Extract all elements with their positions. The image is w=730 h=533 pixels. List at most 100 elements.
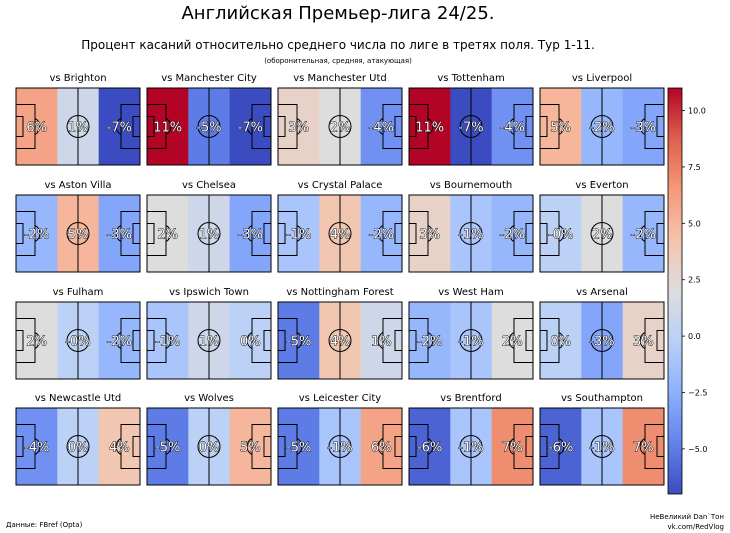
panel-title: vs Manchester Utd: [293, 73, 387, 84]
center-circle: [459, 435, 483, 458]
pitch-panel: vs Crystal Palace -1% 4% -2%: [277, 180, 403, 273]
six-yard-box-left: [539, 436, 548, 457]
penalty-arc-right: [639, 118, 646, 135]
six-yard-box-right: [656, 116, 665, 137]
six-yard-box-right: [132, 116, 141, 137]
pitch-panel: vs Manchester Utd 3% 2% -4%: [277, 73, 403, 166]
colorbar-tick-label: −2.5: [688, 389, 707, 398]
panel-title: vs Liverpool: [572, 73, 632, 84]
panel-title: vs Everton: [575, 180, 628, 191]
colorbar-tick-label: 10.0: [688, 107, 706, 116]
penalty-arc-left: [427, 225, 434, 242]
center-circle: [459, 329, 483, 352]
penalty-arc-right: [508, 438, 515, 455]
penalty-arc-right: [508, 225, 515, 242]
penalty-arc-left: [296, 438, 303, 455]
author-name: НеВеликий Dan`Тон: [649, 513, 724, 521]
six-yard-box-right: [394, 116, 403, 137]
value-label: 2%: [592, 228, 613, 243]
pitch-panel: vs Liverpool 5% -2% -3%: [539, 73, 665, 166]
pitch-panel: vs Newcastle Utd -4% 0% 4%: [15, 393, 141, 486]
colorbar: [667, 87, 683, 495]
center-circle: [459, 222, 483, 245]
six-yard-box-left: [408, 330, 417, 351]
value-label: -2%: [417, 335, 442, 350]
penalty-arc-left: [165, 438, 172, 455]
penalty-arc-right: [508, 332, 515, 349]
penalty-arc-right: [639, 225, 646, 242]
value-label: -3%: [631, 121, 656, 136]
penalty-arc-right: [115, 118, 122, 135]
value-label: 0%: [240, 335, 261, 350]
panel-title: vs Nottingham Forest: [286, 287, 393, 298]
value-label: 2%: [330, 121, 351, 136]
value-label: -4%: [500, 121, 525, 136]
value-label: 3%: [633, 335, 654, 350]
pitch-panel: vs Arsenal 0% -3% 3%: [539, 287, 665, 380]
penalty-arc-right: [639, 438, 646, 455]
panel-title: vs Aston Villa: [45, 180, 112, 191]
value-label: -5%: [286, 441, 311, 456]
value-label: 5%: [68, 228, 89, 243]
six-yard-box-right: [525, 116, 534, 137]
six-yard-box-left: [539, 223, 548, 244]
six-yard-box-left: [408, 223, 417, 244]
penalty-arc-right: [115, 225, 122, 242]
chart-note: (оборонительная, средняя, атакующая): [264, 57, 412, 65]
value-label: -1%: [458, 441, 483, 456]
center-circle: [590, 435, 614, 458]
penalty-arc-left: [558, 118, 565, 135]
penalty-arc-left: [558, 225, 565, 242]
data-source-label: Данные: FBref (Opta): [6, 521, 83, 529]
panel-title: vs Wolves: [184, 393, 234, 404]
six-yard-box-right: [263, 330, 272, 351]
penalty-arc-right: [246, 225, 253, 242]
value-label: -6%: [548, 441, 573, 456]
six-yard-box-right: [656, 436, 665, 457]
penalty-arc-left: [296, 332, 303, 349]
six-yard-box-left: [539, 116, 548, 137]
value-label: -5%: [155, 441, 180, 456]
penalty-arc-left: [34, 118, 41, 135]
value-label: 1%: [371, 335, 392, 350]
value-label: 7%: [502, 441, 523, 456]
center-circle: [590, 115, 614, 138]
center-circle: [66, 329, 90, 352]
penalty-arc-right: [377, 225, 384, 242]
panel-title: vs Tottenham: [437, 73, 504, 84]
six-yard-box-right: [394, 436, 403, 457]
penalty-arc-right: [246, 438, 253, 455]
six-yard-box-right: [656, 223, 665, 244]
value-label: 6%: [371, 441, 392, 456]
value-label: -4%: [369, 121, 394, 136]
six-yard-box-left: [15, 223, 24, 244]
pitch-panel: vs Tottenham 11% -7% -4%: [408, 73, 534, 166]
pitch-panel: vs Fulham 2% -0% -2%: [15, 287, 141, 380]
six-yard-box-right: [132, 223, 141, 244]
six-yard-box-right: [525, 330, 534, 351]
penalty-arc-right: [639, 332, 646, 349]
penalty-arc-right: [508, 118, 515, 135]
value-label: 4%: [330, 335, 351, 350]
value-label: -1%: [589, 441, 614, 456]
center-circle: [197, 115, 221, 138]
six-yard-box-right: [132, 436, 141, 457]
center-circle: [66, 222, 90, 245]
value-label: -4%: [24, 441, 49, 456]
value-label: -7%: [107, 121, 132, 136]
six-yard-box-right: [656, 330, 665, 351]
pitch-panel: vs Wolves -5% 0% 5%: [146, 393, 272, 486]
penalty-arc-left: [165, 118, 172, 135]
penalty-arc-left: [34, 225, 41, 242]
value-label: 11%: [153, 121, 182, 136]
center-circle: [590, 222, 614, 245]
center-circle: [328, 222, 352, 245]
author-credit: НеВеликий Dan`Тон vk.com/RedVlog: [650, 512, 724, 532]
value-label: 6%: [26, 121, 47, 136]
pitch-panel: vs Leicester City -5% -1% 6%: [277, 393, 403, 486]
six-yard-box-left: [277, 330, 286, 351]
pitch-panel: vs Bournemouth 3% -1% -2%: [408, 180, 534, 273]
penalty-arc-right: [377, 118, 384, 135]
panel-title: vs Newcastle Utd: [35, 393, 122, 404]
